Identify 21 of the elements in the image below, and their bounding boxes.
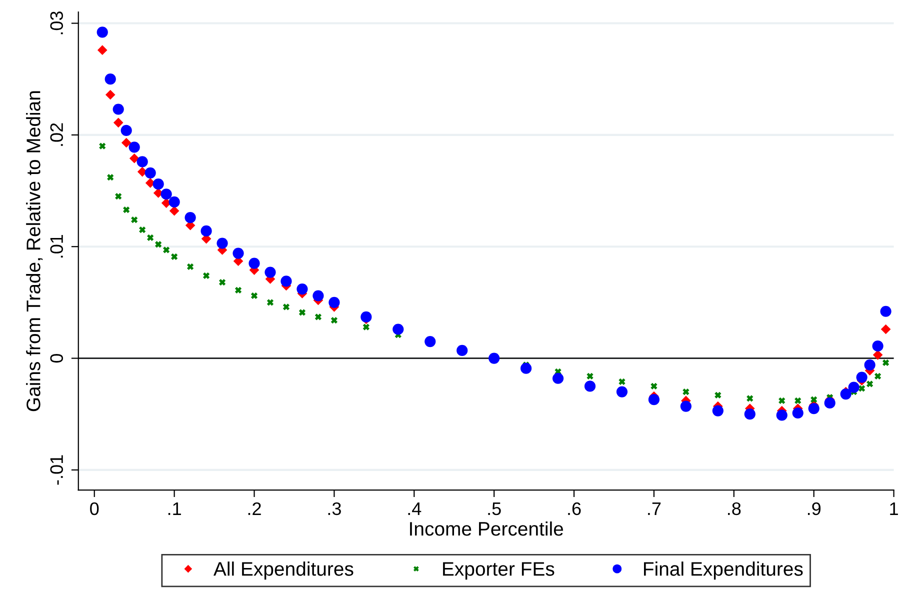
x-tick-label: .5 bbox=[488, 502, 501, 516]
x-tick-label: .8 bbox=[728, 502, 741, 516]
x-axis-title: Income Percentile bbox=[410, 521, 564, 536]
x-tick-label: .4 bbox=[408, 502, 422, 515]
x-tick-label: .1 bbox=[168, 502, 181, 515]
x-tick-label: .7 bbox=[648, 502, 661, 515]
y-tick-label: -.01 bbox=[50, 455, 64, 485]
y-tick-label: 0 bbox=[50, 354, 64, 363]
y-tick-label: .03 bbox=[50, 12, 64, 34]
x-tick-label: 1 bbox=[890, 502, 898, 515]
x-tick-label: .9 bbox=[808, 502, 821, 516]
legend-label: All Expenditures bbox=[213, 562, 354, 580]
y-axis-title: Gains from Trade, Relative to Median bbox=[26, 91, 43, 412]
y-tick-label: .01 bbox=[50, 234, 64, 258]
legend-label: Exporter FEs bbox=[443, 562, 554, 580]
x-tick-label: .6 bbox=[568, 502, 581, 516]
x-tick-label: 0 bbox=[90, 502, 99, 516]
y-tick-label: .02 bbox=[50, 123, 64, 146]
x-tick-label: .2 bbox=[248, 502, 261, 515]
x-tick-label: .3 bbox=[328, 502, 341, 516]
legend-label: Final Expenditures bbox=[644, 562, 803, 580]
